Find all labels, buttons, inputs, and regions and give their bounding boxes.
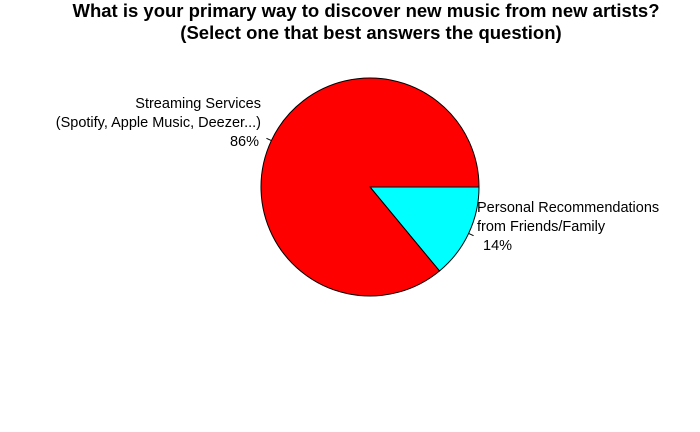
slice-label: Personal Recommendations from Friends/Fam… <box>477 200 659 254</box>
pie-slices <box>260 77 480 297</box>
slice-labels: Personal Recommendations from Friends/Fam… <box>56 96 659 254</box>
pie-slice <box>260 77 480 297</box>
slice-label: Streaming Services (Spotify, Apple Music,… <box>56 96 261 150</box>
chart-title: What is your primary way to discover new… <box>72 0 659 21</box>
slice-leader-line <box>468 232 474 237</box>
pie-slice <box>368 186 480 272</box>
chart-subtitle: (Select one that best answers the questi… <box>180 22 561 43</box>
slice-leader-line <box>266 137 272 142</box>
